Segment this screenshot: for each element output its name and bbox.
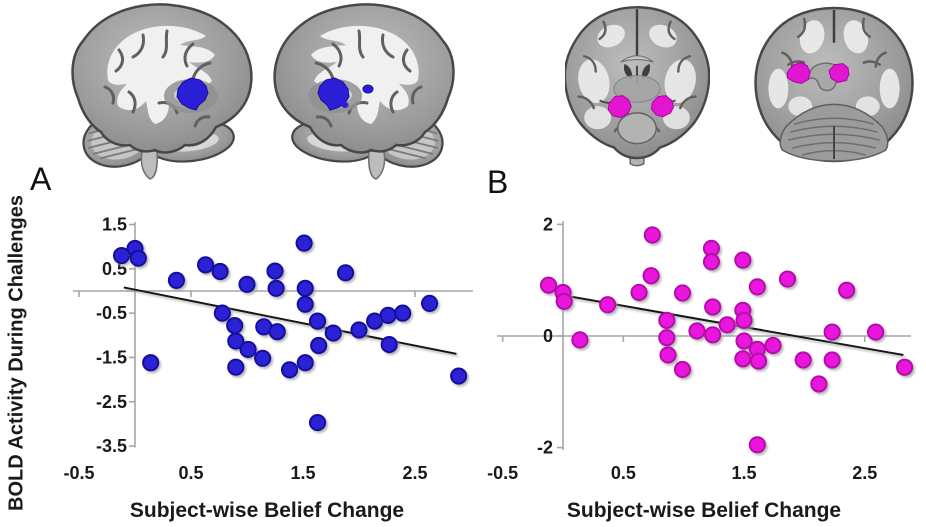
data-point (599, 296, 617, 314)
panel-a-label: A (30, 161, 52, 197)
data-point (227, 332, 245, 350)
data-point (296, 279, 314, 297)
tick-labels: -0.5 0.5 1.5 2.51.50.5-0.5-1.5-2.5-3.5 (63, 215, 427, 483)
data-point (308, 312, 327, 330)
data-point (748, 436, 766, 454)
x-tick-label: -0.5 (63, 463, 94, 483)
data-point (895, 358, 914, 376)
data-point (213, 304, 231, 322)
data-point (748, 278, 766, 296)
data-points (112, 234, 468, 432)
x-tick-label: 0.5 (178, 463, 203, 483)
data-point (227, 358, 245, 376)
y-tick-label: -1.5 (96, 347, 127, 367)
data-point (239, 340, 257, 359)
data-point (238, 275, 256, 293)
scatter-panel-b: -0.5 0.5 1.5 2.5 2 0 -2 (487, 214, 914, 483)
tick-labels: -0.5 0.5 1.5 2.5 2 0 -2 (487, 214, 877, 483)
data-point (129, 249, 147, 267)
data-point (167, 271, 186, 289)
data-point (571, 331, 589, 349)
y-tick-label: -0.5 (96, 303, 127, 323)
x-axis-title-b: Subject-wise Belief Change (566, 499, 842, 522)
data-point (267, 279, 285, 297)
data-point (296, 354, 314, 372)
data-point (673, 360, 692, 379)
data-points (539, 226, 914, 454)
data-point (196, 256, 215, 274)
data-point (735, 311, 753, 329)
x-axis-title-a: Subject-wise Belief Change (129, 499, 405, 522)
y-tick-label: 1.5 (102, 215, 127, 235)
y-tick-label: -3.5 (96, 436, 127, 456)
data-point (112, 246, 131, 265)
x-tick-label: -0.5 (487, 463, 518, 483)
data-point (702, 253, 721, 271)
data-point (630, 283, 648, 302)
panel-b-label: B (487, 164, 509, 200)
data-point (823, 323, 841, 341)
x-tick-label: 2.5 (402, 463, 427, 483)
data-point (308, 413, 327, 432)
y-tick-label: 0 (543, 326, 553, 346)
data-point (296, 295, 314, 313)
data-point (658, 329, 676, 347)
sagittal-brain-image-blue-roi (71, 2, 253, 180)
data-point (734, 251, 752, 269)
data-point (280, 361, 299, 379)
data-point (643, 226, 661, 244)
data-point (226, 316, 244, 335)
data-point (673, 284, 692, 302)
data-point (254, 349, 272, 367)
data-point (268, 323, 286, 341)
data-point (735, 332, 753, 350)
data-point (718, 316, 736, 334)
data-point (794, 351, 812, 369)
data-point (823, 351, 841, 369)
data-point (704, 298, 722, 316)
axial-brain-image-magenta-roi (754, 6, 914, 163)
data-point (555, 292, 573, 311)
data-point (749, 352, 768, 370)
trend-line (123, 286, 457, 355)
data-point (394, 304, 412, 322)
data-point (704, 326, 722, 344)
data-point (688, 322, 706, 340)
data-point (734, 350, 752, 368)
y-tick-label: 2 (543, 214, 553, 234)
sagittal-brain-image-mirrored-blue-roi (273, 2, 455, 180)
data-point (764, 336, 782, 355)
x-tick-label: 1.5 (290, 463, 315, 483)
data-point (838, 281, 856, 299)
scatter-panel-a: -0.5 0.5 1.5 2.51.50.5-0.5-1.5-2.5-3.5 (63, 215, 473, 483)
data-point (539, 276, 558, 294)
data-point (658, 311, 676, 329)
data-point (450, 367, 468, 385)
coronal-brain-image-magenta-roi (565, 6, 710, 167)
data-point (380, 336, 398, 354)
data-point (324, 324, 342, 342)
data-point (310, 336, 328, 355)
y-tick-label: -2 (537, 438, 553, 458)
x-tick-label: 0.5 (611, 463, 636, 483)
data-point (336, 264, 355, 282)
data-point (142, 354, 160, 372)
data-point (350, 321, 368, 339)
data-point (266, 262, 284, 280)
data-point (810, 375, 828, 393)
data-point (867, 323, 885, 341)
data-point (379, 306, 397, 324)
data-point (659, 346, 677, 364)
x-tick-label: 1.5 (732, 463, 757, 483)
data-point (211, 262, 229, 281)
x-tick-label: 2.5 (852, 463, 877, 483)
data-point (295, 234, 313, 252)
data-point (420, 294, 439, 313)
y-tick-label: -2.5 (96, 392, 127, 412)
data-point (642, 267, 660, 285)
data-point (778, 270, 797, 288)
